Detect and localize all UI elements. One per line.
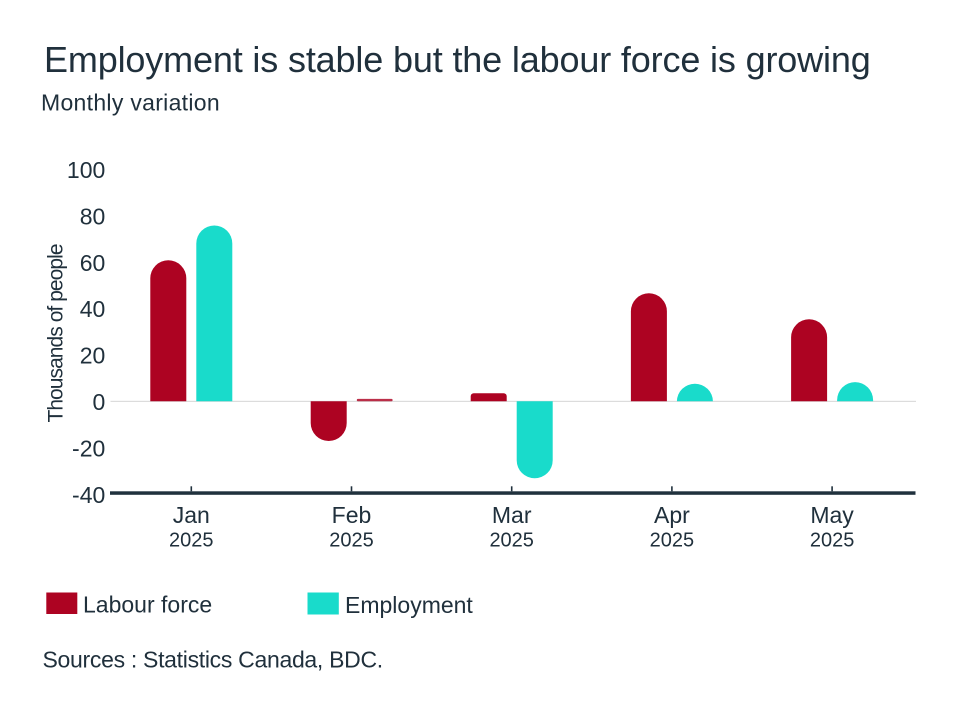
svg-text:40: 40: [80, 296, 106, 322]
svg-text:Labour force: Labour force: [83, 592, 212, 618]
svg-text:Feb: Feb: [332, 502, 372, 528]
svg-text:-40: -40: [72, 482, 105, 508]
svg-text:Mar: Mar: [492, 502, 532, 528]
svg-text:Jan: Jan: [173, 502, 210, 528]
svg-text:-20: -20: [72, 435, 105, 461]
svg-text:60: 60: [80, 250, 106, 276]
svg-text:2025: 2025: [650, 529, 695, 551]
svg-text:Employment: Employment: [345, 592, 473, 618]
svg-text:Thousands of people: Thousands of people: [45, 244, 68, 422]
svg-text:Employment is stable but the l: Employment is stable but the labour forc…: [44, 39, 871, 80]
svg-text:Monthly variation: Monthly variation: [41, 90, 220, 116]
svg-text:2025: 2025: [169, 529, 214, 551]
svg-text:100: 100: [67, 157, 105, 183]
svg-text:0: 0: [93, 389, 106, 415]
svg-text:80: 80: [80, 203, 106, 229]
svg-text:20: 20: [80, 343, 106, 369]
svg-text:Sources : Statistics Canada, B: Sources : Statistics Canada, BDC.: [43, 647, 383, 673]
svg-text:May: May: [810, 502, 854, 528]
svg-text:2025: 2025: [489, 529, 534, 551]
svg-text:2025: 2025: [810, 529, 855, 551]
svg-text:2025: 2025: [329, 529, 374, 551]
svg-text:Apr: Apr: [654, 502, 690, 528]
